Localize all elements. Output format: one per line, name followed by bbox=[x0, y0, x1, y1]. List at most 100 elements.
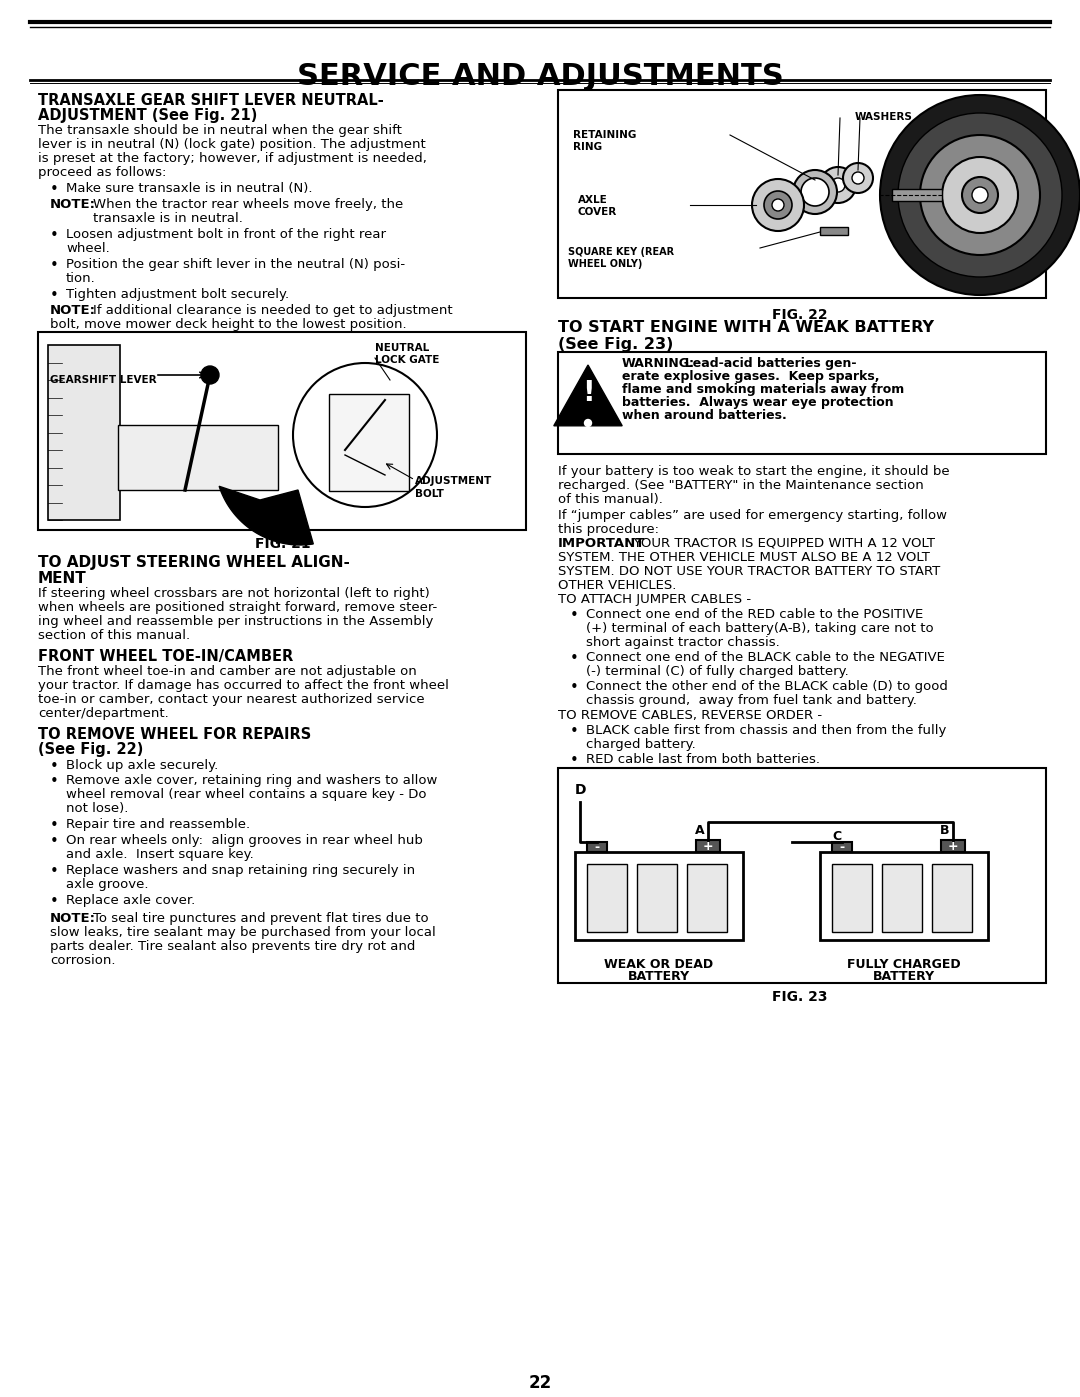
Text: your tractor. If damage has occurred to affect the front wheel: your tractor. If damage has occurred to … bbox=[38, 679, 449, 692]
Text: C: C bbox=[833, 830, 841, 842]
Text: is preset at the factory; however, if adjustment is needed,: is preset at the factory; however, if ad… bbox=[38, 152, 427, 165]
Text: •: • bbox=[50, 894, 58, 909]
Text: If additional clearance is needed to get to adjustment: If additional clearance is needed to get… bbox=[93, 305, 453, 317]
Text: •: • bbox=[50, 774, 58, 789]
Text: Replace axle cover.: Replace axle cover. bbox=[66, 894, 195, 907]
Text: erate explosive gases.  Keep sparks,: erate explosive gases. Keep sparks, bbox=[622, 370, 879, 383]
Text: slow leaks, tire sealant may be purchased from your local: slow leaks, tire sealant may be purchase… bbox=[50, 926, 435, 939]
Circle shape bbox=[897, 113, 1062, 277]
Text: Block up axle securely.: Block up axle securely. bbox=[66, 759, 218, 773]
Text: If steering wheel crossbars are not horizontal (left to right): If steering wheel crossbars are not hori… bbox=[38, 587, 430, 599]
Text: -: - bbox=[839, 841, 845, 854]
Text: BLACK cable first from chassis and then from the fully: BLACK cable first from chassis and then … bbox=[586, 724, 946, 738]
Text: BATTERY: BATTERY bbox=[873, 970, 935, 983]
Text: WASHERS: WASHERS bbox=[855, 112, 913, 122]
Text: •: • bbox=[50, 258, 58, 272]
Text: To seal tire punctures and prevent flat tires due to: To seal tire punctures and prevent flat … bbox=[93, 912, 429, 925]
Text: If your battery is too weak to start the engine, it should be: If your battery is too weak to start the… bbox=[558, 465, 949, 478]
FancyBboxPatch shape bbox=[941, 840, 966, 852]
Text: axle groove.: axle groove. bbox=[66, 877, 149, 891]
Text: NOTE:: NOTE: bbox=[50, 305, 96, 317]
Text: The front wheel toe-in and camber are not adjustable on: The front wheel toe-in and camber are no… bbox=[38, 665, 417, 678]
Text: •: • bbox=[50, 182, 58, 197]
FancyBboxPatch shape bbox=[558, 89, 1047, 298]
Text: Make sure transaxle is in neutral (N).: Make sure transaxle is in neutral (N). bbox=[66, 182, 312, 196]
Text: BOLT: BOLT bbox=[415, 489, 444, 499]
Text: (See Fig. 22): (See Fig. 22) bbox=[38, 742, 144, 757]
FancyBboxPatch shape bbox=[118, 425, 278, 490]
Text: (See Fig. 23): (See Fig. 23) bbox=[558, 337, 673, 352]
Circle shape bbox=[831, 177, 845, 191]
Text: TRANSAXLE GEAR SHIFT LEVER NEUTRAL-: TRANSAXLE GEAR SHIFT LEVER NEUTRAL- bbox=[38, 94, 383, 108]
FancyBboxPatch shape bbox=[832, 863, 872, 932]
Text: GEARSHIFT LEVER: GEARSHIFT LEVER bbox=[50, 374, 157, 386]
Text: •: • bbox=[50, 834, 58, 849]
Text: center/department.: center/department. bbox=[38, 707, 168, 719]
Text: Connect one end of the BLACK cable to the NEGATIVE: Connect one end of the BLACK cable to th… bbox=[586, 651, 945, 664]
FancyBboxPatch shape bbox=[588, 863, 627, 932]
Text: ing wheel and reassemble per instructions in the Assembly: ing wheel and reassemble per instruction… bbox=[38, 615, 433, 629]
Text: •: • bbox=[570, 651, 579, 666]
Text: B: B bbox=[941, 824, 949, 837]
Text: MENT: MENT bbox=[38, 571, 86, 585]
Circle shape bbox=[772, 198, 784, 211]
FancyBboxPatch shape bbox=[558, 768, 1047, 983]
Text: Remove axle cover, retaining ring and washers to allow: Remove axle cover, retaining ring and wa… bbox=[66, 774, 437, 787]
Text: (-) terminal (C) of fully charged battery.: (-) terminal (C) of fully charged batter… bbox=[586, 665, 849, 678]
Text: !: ! bbox=[582, 379, 594, 407]
Text: ADJUSTMENT: ADJUSTMENT bbox=[415, 476, 492, 486]
Text: wheel removal (rear wheel contains a square key - Do: wheel removal (rear wheel contains a squ… bbox=[66, 788, 427, 800]
Text: SYSTEM. THE OTHER VEHICLE MUST ALSO BE A 12 VOLT: SYSTEM. THE OTHER VEHICLE MUST ALSO BE A… bbox=[558, 550, 930, 564]
Text: •: • bbox=[570, 724, 579, 739]
Text: section of this manual.: section of this manual. bbox=[38, 629, 190, 643]
Text: If “jumper cables” are used for emergency starting, follow: If “jumper cables” are used for emergenc… bbox=[558, 509, 947, 522]
Text: •: • bbox=[50, 228, 58, 243]
Text: On rear wheels only:  align grooves in rear wheel hub: On rear wheels only: align grooves in re… bbox=[66, 834, 423, 847]
Circle shape bbox=[942, 156, 1018, 233]
Text: NEUTRAL: NEUTRAL bbox=[375, 344, 429, 353]
Text: Loosen adjustment bolt in front of the right rear: Loosen adjustment bolt in front of the r… bbox=[66, 228, 386, 242]
Circle shape bbox=[962, 177, 998, 212]
Text: short against tractor chassis.: short against tractor chassis. bbox=[586, 636, 780, 650]
Text: -: - bbox=[594, 841, 599, 854]
Text: SYSTEM. DO NOT USE YOUR TRACTOR BATTERY TO START: SYSTEM. DO NOT USE YOUR TRACTOR BATTERY … bbox=[558, 564, 941, 578]
Text: +: + bbox=[947, 840, 958, 852]
Text: A: A bbox=[696, 824, 705, 837]
Text: Position the gear shift lever in the neutral (N) posi-: Position the gear shift lever in the neu… bbox=[66, 258, 405, 271]
Text: AXLE: AXLE bbox=[578, 196, 608, 205]
Polygon shape bbox=[219, 486, 313, 545]
Text: •: • bbox=[50, 759, 58, 774]
FancyBboxPatch shape bbox=[558, 352, 1047, 454]
Text: FRONT WHEEL TOE-IN/CAMBER: FRONT WHEEL TOE-IN/CAMBER bbox=[38, 650, 294, 664]
Text: +: + bbox=[703, 840, 713, 852]
Text: NOTE:: NOTE: bbox=[50, 198, 96, 211]
FancyBboxPatch shape bbox=[882, 863, 922, 932]
FancyBboxPatch shape bbox=[637, 863, 677, 932]
Text: IMPORTANT: IMPORTANT bbox=[558, 536, 646, 550]
Text: and axle.  Insert square key.: and axle. Insert square key. bbox=[66, 848, 254, 861]
FancyBboxPatch shape bbox=[575, 852, 743, 940]
Circle shape bbox=[972, 187, 988, 203]
Text: COVER: COVER bbox=[578, 207, 618, 217]
FancyBboxPatch shape bbox=[38, 332, 526, 529]
Text: : YOUR TRACTOR IS EQUIPPED WITH A 12 VOLT: : YOUR TRACTOR IS EQUIPPED WITH A 12 VOL… bbox=[625, 536, 935, 550]
Text: corrosion.: corrosion. bbox=[50, 954, 116, 967]
Text: of this manual).: of this manual). bbox=[558, 493, 663, 506]
Text: batteries.  Always wear eye protection: batteries. Always wear eye protection bbox=[622, 395, 893, 409]
Circle shape bbox=[764, 191, 792, 219]
Text: when around batteries.: when around batteries. bbox=[622, 409, 786, 422]
Circle shape bbox=[752, 179, 804, 231]
Text: this procedure:: this procedure: bbox=[558, 522, 659, 536]
Circle shape bbox=[820, 168, 856, 203]
Text: when wheels are positioned straight forward, remove steer-: when wheels are positioned straight forw… bbox=[38, 601, 437, 615]
Text: SERVICE AND ADJUSTMENTS: SERVICE AND ADJUSTMENTS bbox=[297, 61, 783, 91]
Circle shape bbox=[201, 366, 219, 384]
FancyBboxPatch shape bbox=[820, 226, 848, 235]
Text: parts dealer. Tire sealant also prevents tire dry rot and: parts dealer. Tire sealant also prevents… bbox=[50, 940, 416, 953]
Text: WHEEL ONLY): WHEEL ONLY) bbox=[568, 258, 643, 270]
Text: TO ADJUST STEERING WHEEL ALIGN-: TO ADJUST STEERING WHEEL ALIGN- bbox=[38, 555, 350, 570]
Text: tion.: tion. bbox=[66, 272, 96, 285]
Text: wheel.: wheel. bbox=[66, 242, 110, 256]
Polygon shape bbox=[554, 365, 622, 426]
Text: •: • bbox=[50, 288, 58, 303]
